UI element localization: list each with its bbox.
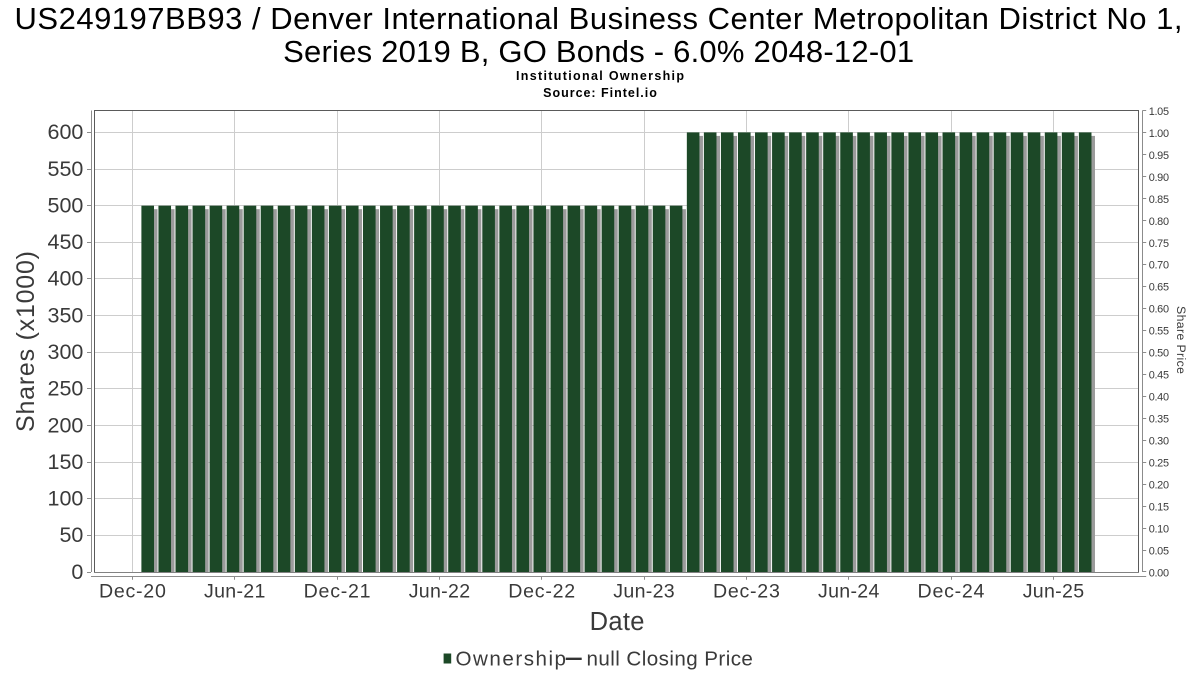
svg-text:150: 150 — [48, 450, 84, 474]
svg-text:0.35: 0.35 — [1149, 414, 1169, 426]
svg-text:1.05: 1.05 — [1149, 106, 1169, 118]
svg-text:250: 250 — [48, 377, 84, 401]
svg-text:Dec-21: Dec-21 — [304, 581, 371, 603]
svg-text:Jun-24: Jun-24 — [818, 581, 879, 603]
svg-text:Source: Fintel.io: Source: Fintel.io — [543, 86, 657, 100]
svg-text:Dec-22: Dec-22 — [508, 581, 575, 603]
svg-text:0.30: 0.30 — [1149, 436, 1169, 448]
svg-text:0.75: 0.75 — [1149, 238, 1169, 250]
svg-text:0.60: 0.60 — [1149, 304, 1169, 316]
svg-text:350: 350 — [48, 303, 84, 327]
svg-text:null Closing Price: null Closing Price — [587, 647, 753, 670]
svg-text:Share Price: Share Price — [1174, 306, 1188, 374]
svg-text:50: 50 — [59, 523, 83, 547]
svg-text:200: 200 — [48, 413, 84, 437]
svg-text:0.15: 0.15 — [1149, 502, 1169, 514]
svg-text:600: 600 — [48, 120, 84, 144]
svg-text:0.85: 0.85 — [1149, 194, 1169, 206]
svg-text:Jun-22: Jun-22 — [409, 581, 470, 603]
svg-text:0.40: 0.40 — [1149, 392, 1169, 404]
svg-text:400: 400 — [48, 267, 84, 291]
svg-text:0.25: 0.25 — [1149, 458, 1169, 470]
svg-text:0.95: 0.95 — [1149, 150, 1169, 162]
svg-text:Jun-21: Jun-21 — [204, 581, 265, 603]
svg-text:100: 100 — [48, 487, 84, 511]
svg-text:0.05: 0.05 — [1149, 545, 1169, 557]
svg-text:Jun-23: Jun-23 — [613, 581, 674, 603]
svg-text:Date: Date — [590, 608, 645, 636]
svg-text:0.55: 0.55 — [1149, 326, 1169, 338]
svg-text:0.00: 0.00 — [1149, 567, 1169, 579]
svg-text:Dec-23: Dec-23 — [713, 581, 780, 603]
svg-text:Series 2019 B, GO Bonds - 6.0%: Series 2019 B, GO Bonds - 6.0% 2048-12-0… — [283, 34, 914, 69]
svg-text:300: 300 — [48, 340, 84, 364]
svg-text:0.50: 0.50 — [1149, 348, 1169, 360]
svg-text:450: 450 — [48, 230, 84, 254]
svg-text:0.45: 0.45 — [1149, 370, 1169, 382]
svg-text:0.70: 0.70 — [1149, 260, 1169, 272]
svg-text:0.65: 0.65 — [1149, 282, 1169, 294]
svg-text:0.10: 0.10 — [1149, 523, 1169, 535]
svg-text:Jun-25: Jun-25 — [1023, 581, 1084, 603]
svg-text:Ownership: Ownership — [456, 647, 567, 670]
svg-text:500: 500 — [48, 194, 84, 218]
svg-text:0: 0 — [71, 560, 83, 584]
svg-text:0.20: 0.20 — [1149, 480, 1169, 492]
svg-text:0.90: 0.90 — [1149, 172, 1169, 184]
svg-text:Shares (x1000): Shares (x1000) — [12, 251, 40, 432]
svg-text:Dec-20: Dec-20 — [99, 581, 166, 603]
svg-text:1.00: 1.00 — [1149, 128, 1169, 140]
svg-text:550: 550 — [48, 157, 84, 181]
svg-text:US249197BB93 / Denver Internat: US249197BB93 / Denver International Busi… — [15, 1, 1183, 36]
svg-text:Institutional Ownership: Institutional Ownership — [516, 69, 684, 83]
svg-text:Dec-24: Dec-24 — [918, 581, 985, 603]
svg-text:0.80: 0.80 — [1149, 216, 1169, 228]
